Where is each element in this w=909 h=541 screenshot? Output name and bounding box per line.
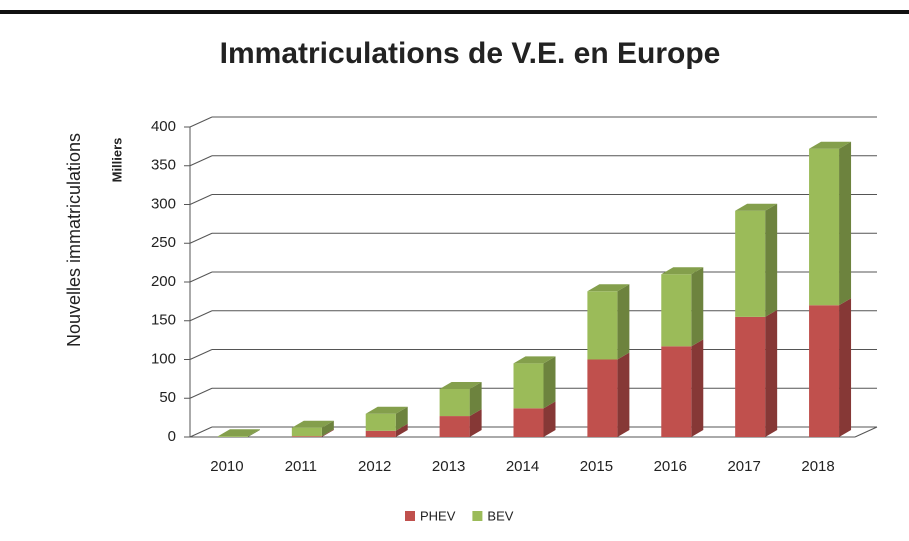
x-tick-label: 2015 bbox=[580, 458, 613, 475]
bar-top bbox=[291, 420, 334, 428]
bar bbox=[439, 416, 470, 437]
bar-side bbox=[469, 409, 482, 437]
y-tick-label: 100 bbox=[151, 350, 176, 367]
bar bbox=[513, 408, 544, 437]
bar-top bbox=[217, 429, 260, 437]
bar-top bbox=[809, 141, 852, 149]
floor-right bbox=[854, 426, 878, 438]
y-tick-label: 250 bbox=[151, 234, 176, 251]
x-tick-label: 2018 bbox=[801, 458, 834, 475]
bar-side bbox=[321, 429, 334, 437]
x-tick-label: 2012 bbox=[358, 458, 391, 475]
bar bbox=[661, 346, 692, 437]
y-tick-label: 150 bbox=[151, 312, 176, 329]
y-tick-label: 400 bbox=[151, 118, 176, 135]
grid-diagonal bbox=[189, 349, 213, 360]
bar bbox=[587, 291, 618, 360]
x-tick-label: 2014 bbox=[506, 458, 539, 475]
bar-top bbox=[365, 406, 408, 414]
bar-side bbox=[543, 401, 556, 437]
bar-side bbox=[765, 309, 778, 437]
bar-side bbox=[691, 267, 704, 347]
legend-swatch bbox=[405, 511, 415, 521]
bar-side bbox=[543, 356, 556, 409]
grid-diagonal bbox=[189, 155, 213, 167]
grid-diagonal bbox=[189, 387, 213, 399]
bar-side bbox=[395, 423, 408, 437]
grid-diagonal bbox=[189, 232, 213, 244]
bar bbox=[735, 210, 766, 317]
bar bbox=[809, 148, 840, 306]
bar bbox=[587, 359, 618, 437]
bar-side bbox=[617, 352, 630, 437]
legend-swatch bbox=[472, 511, 483, 521]
bar-top bbox=[513, 356, 556, 364]
grid-diagonal bbox=[189, 116, 213, 128]
y-axis-label: Nouvelles immatriculations bbox=[64, 133, 84, 347]
grid-diagonal bbox=[189, 310, 213, 322]
legend-label: BEV bbox=[487, 508, 513, 523]
legend-label: PHEV bbox=[420, 508, 456, 523]
x-tick-label: 2011 bbox=[285, 458, 317, 475]
bar bbox=[217, 436, 248, 437]
grid-diagonal bbox=[189, 194, 213, 205]
bar bbox=[513, 363, 544, 409]
grid-diagonal bbox=[189, 271, 213, 283]
bar-top bbox=[587, 284, 630, 292]
bar-side bbox=[247, 429, 260, 437]
y-tick-label: 0 bbox=[168, 428, 176, 445]
bar-top bbox=[735, 203, 778, 211]
x-tick-label: 2013 bbox=[432, 458, 465, 475]
bar-top bbox=[439, 381, 482, 389]
bar bbox=[439, 388, 470, 417]
y-tick-label: 300 bbox=[151, 195, 176, 212]
bar-side bbox=[617, 284, 630, 360]
bar bbox=[365, 413, 396, 431]
bar-side bbox=[765, 203, 778, 317]
bar-side bbox=[321, 420, 334, 437]
bar-side bbox=[839, 141, 852, 306]
x-tick-label: 2010 bbox=[210, 458, 243, 475]
bar bbox=[661, 274, 692, 347]
bar-side bbox=[395, 406, 408, 431]
bar bbox=[291, 436, 322, 437]
bar bbox=[365, 430, 396, 437]
x-tick-label: 2017 bbox=[727, 458, 760, 475]
bar bbox=[809, 305, 840, 437]
y-tick-label: 200 bbox=[151, 273, 176, 290]
bar-side bbox=[839, 298, 852, 437]
y-tick-label: 50 bbox=[159, 389, 176, 406]
grid-diagonal bbox=[189, 426, 213, 438]
y-unit-label: Milliers bbox=[109, 138, 124, 183]
x-tick-label: 2016 bbox=[654, 458, 687, 475]
bar bbox=[735, 316, 766, 437]
bar-top bbox=[661, 267, 704, 275]
y-tick-label: 350 bbox=[151, 157, 176, 174]
bar bbox=[291, 427, 322, 437]
bar-side bbox=[469, 381, 482, 417]
bar-side bbox=[691, 339, 704, 437]
chart-title: Immatriculations de V.E. en Europe bbox=[220, 37, 721, 70]
